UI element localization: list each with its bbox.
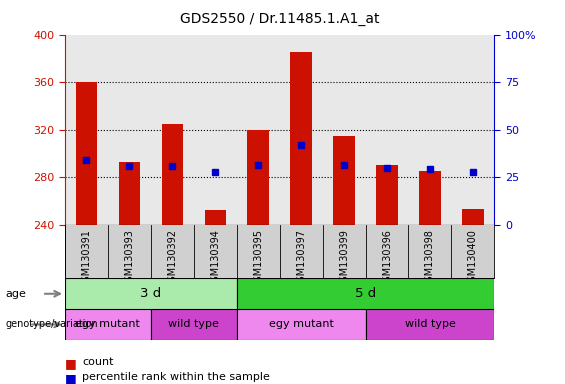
Bar (376, 165, 398, 225)
Text: wild type: wild type (168, 319, 219, 329)
Bar (333, 136, 355, 225)
Text: GSM130399: GSM130399 (339, 229, 349, 288)
Bar (162, 124, 183, 225)
Text: age: age (6, 289, 27, 299)
Bar (237, 278, 494, 309)
Text: GDS2550 / Dr.11485.1.A1_at: GDS2550 / Dr.11485.1.A1_at (180, 12, 380, 25)
Text: GSM130398: GSM130398 (425, 229, 435, 288)
Text: egy mutant: egy mutant (76, 319, 140, 329)
Bar (76, 82, 97, 225)
Bar (290, 52, 312, 225)
Bar (462, 209, 484, 225)
Text: GSM130392: GSM130392 (167, 229, 177, 288)
Text: genotype/variation: genotype/variation (6, 319, 98, 329)
Bar (419, 171, 441, 225)
Text: GSM130400: GSM130400 (468, 229, 478, 288)
Text: percentile rank within the sample: percentile rank within the sample (82, 372, 270, 382)
Text: GSM130394: GSM130394 (210, 229, 220, 288)
Text: 3 d: 3 d (140, 287, 162, 300)
Bar (237, 309, 366, 340)
Text: GSM130391: GSM130391 (81, 229, 92, 288)
Bar (205, 210, 226, 225)
Bar (366, 309, 494, 340)
Bar (65, 278, 237, 309)
Text: egy mutant: egy mutant (269, 319, 333, 329)
Text: GSM130397: GSM130397 (296, 229, 306, 288)
Text: ■: ■ (65, 372, 77, 384)
Text: wild type: wild type (405, 319, 455, 329)
Bar (119, 162, 140, 225)
Text: ■: ■ (65, 357, 77, 370)
Text: GSM130396: GSM130396 (382, 229, 392, 288)
Text: count: count (82, 357, 114, 367)
Bar (151, 309, 237, 340)
Text: 5 d: 5 d (355, 287, 376, 300)
Bar (65, 309, 151, 340)
Text: GSM130393: GSM130393 (124, 229, 134, 288)
Text: GSM130395: GSM130395 (253, 229, 263, 288)
Bar (247, 130, 269, 225)
